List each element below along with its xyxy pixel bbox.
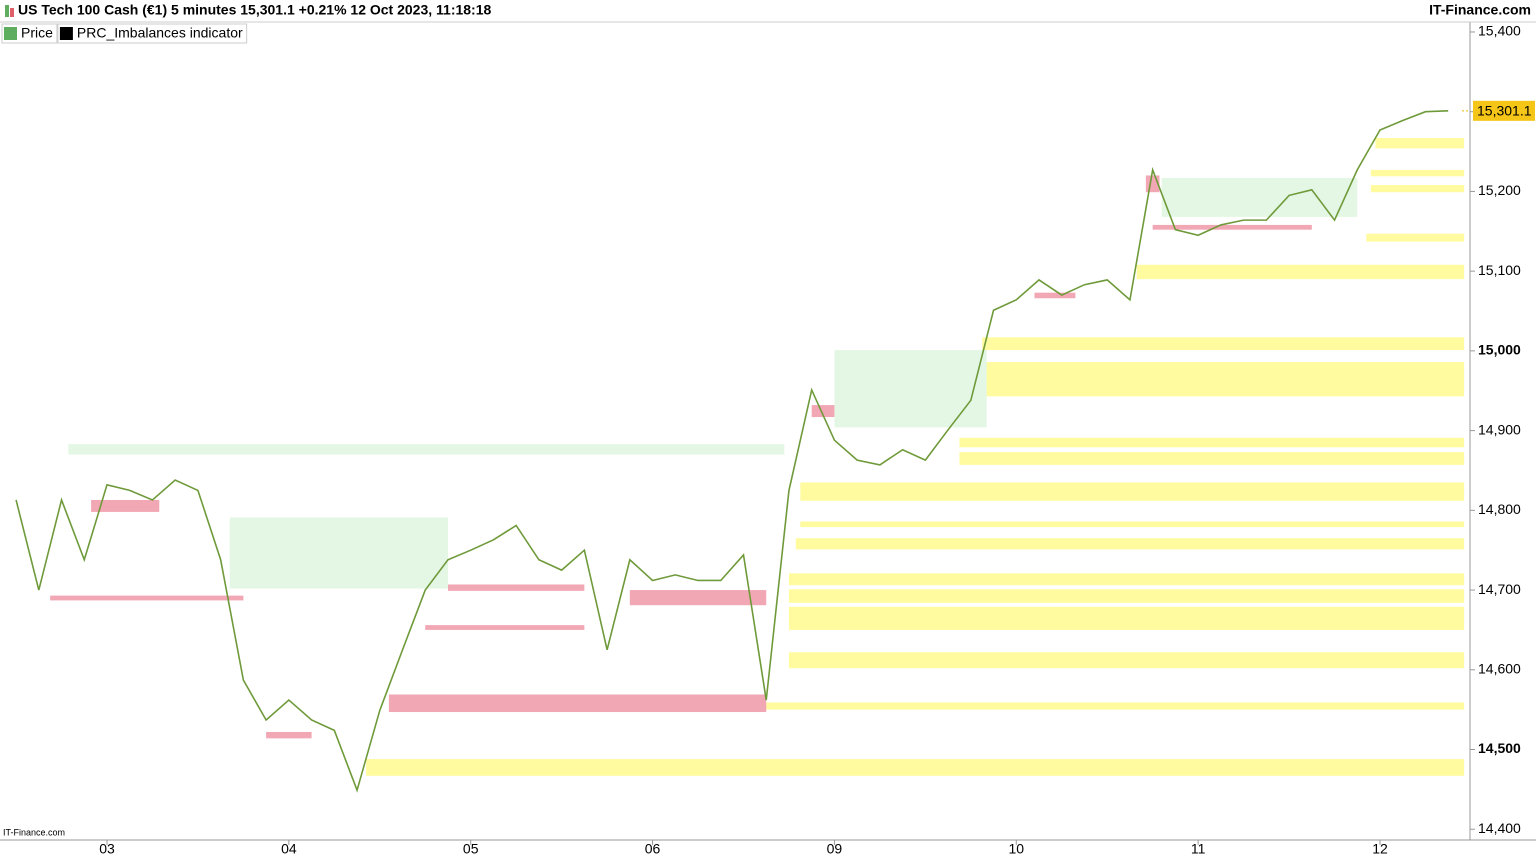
imbalance-zone bbox=[447, 584, 585, 591]
imbalance-zone bbox=[50, 595, 244, 601]
imbalance-zone bbox=[959, 437, 1465, 448]
imbalance-zone bbox=[91, 499, 160, 512]
y-tick-label: 14,900 bbox=[1478, 421, 1521, 437]
imbalance-zone bbox=[834, 350, 987, 428]
legend-swatch bbox=[4, 27, 17, 40]
x-tick-label: 11 bbox=[1191, 841, 1206, 857]
imbalance-zone bbox=[959, 452, 1465, 465]
imbalance-zone bbox=[1152, 224, 1312, 230]
last-price-label: 15,301.1 bbox=[1477, 103, 1532, 119]
legend-label: Price bbox=[21, 25, 53, 41]
imbalance-zone bbox=[266, 731, 312, 739]
imbalance-zone bbox=[982, 362, 1465, 397]
imbalance-zone bbox=[766, 702, 1465, 710]
imbalance-zone bbox=[1034, 292, 1076, 299]
imbalance-zone bbox=[800, 482, 1465, 501]
imbalance-zone bbox=[788, 652, 1465, 669]
imbalance-zone bbox=[1161, 177, 1358, 217]
x-tick-label: 04 bbox=[281, 841, 297, 857]
imbalance-zone bbox=[788, 606, 1465, 630]
watermark: IT-Finance.com bbox=[3, 827, 65, 837]
price-line bbox=[15, 110, 1449, 793]
imbalance-zone bbox=[1136, 264, 1465, 280]
imbalance-zone bbox=[229, 517, 448, 589]
imbalance-zone bbox=[388, 694, 767, 713]
y-tick-label: 14,800 bbox=[1478, 501, 1521, 517]
brand: IT-Finance.com bbox=[1429, 2, 1531, 18]
imbalance-zone bbox=[788, 589, 1465, 603]
last-price-tag bbox=[1473, 100, 1535, 121]
legend-label: PRC_Imbalances indicator bbox=[77, 25, 243, 41]
imbalance-zone bbox=[982, 337, 1465, 351]
chart-title: US Tech 100 Cash (€1) 5 minutes 15,301.1… bbox=[18, 2, 492, 18]
y-tick-label: 14,500 bbox=[1478, 740, 1521, 756]
imbalance-zone bbox=[366, 759, 1465, 776]
x-tick-label: 03 bbox=[99, 841, 115, 857]
imbalance-zone bbox=[1366, 233, 1465, 242]
imbalance-zone bbox=[425, 625, 585, 630]
y-tick-label: 15,400 bbox=[1478, 23, 1521, 39]
imbalance-zone bbox=[795, 538, 1465, 550]
imbalance-zone bbox=[800, 521, 1465, 528]
y-tick-label: 15,200 bbox=[1478, 182, 1521, 198]
legend-swatch bbox=[59, 27, 73, 40]
legend-box bbox=[57, 23, 248, 44]
header-icon bbox=[10, 8, 14, 17]
y-tick-label: 14,600 bbox=[1478, 660, 1521, 676]
x-tick-label: 10 bbox=[1008, 841, 1024, 857]
x-tick-label: 09 bbox=[827, 841, 843, 857]
imbalance-zone bbox=[788, 573, 1465, 586]
legend-box bbox=[1, 23, 58, 44]
imbalance-zone bbox=[1370, 169, 1465, 177]
imbalance-zone bbox=[68, 444, 785, 455]
imbalance-zone bbox=[1375, 138, 1465, 149]
imbalance-zone bbox=[1370, 185, 1465, 193]
y-tick-label: 14,700 bbox=[1478, 581, 1521, 597]
plot-area bbox=[15, 110, 1465, 793]
x-tick-label: 05 bbox=[463, 841, 479, 857]
imbalance-zone bbox=[629, 590, 767, 606]
y-tick-label: 15,000 bbox=[1478, 342, 1521, 358]
header-icon bbox=[5, 5, 9, 17]
y-tick-label: 15,100 bbox=[1478, 262, 1521, 278]
x-tick-label: 06 bbox=[645, 841, 661, 857]
imbalance-zone bbox=[811, 405, 835, 418]
x-tick-label: 12 bbox=[1372, 841, 1388, 857]
y-tick-label: 14,400 bbox=[1478, 820, 1521, 836]
